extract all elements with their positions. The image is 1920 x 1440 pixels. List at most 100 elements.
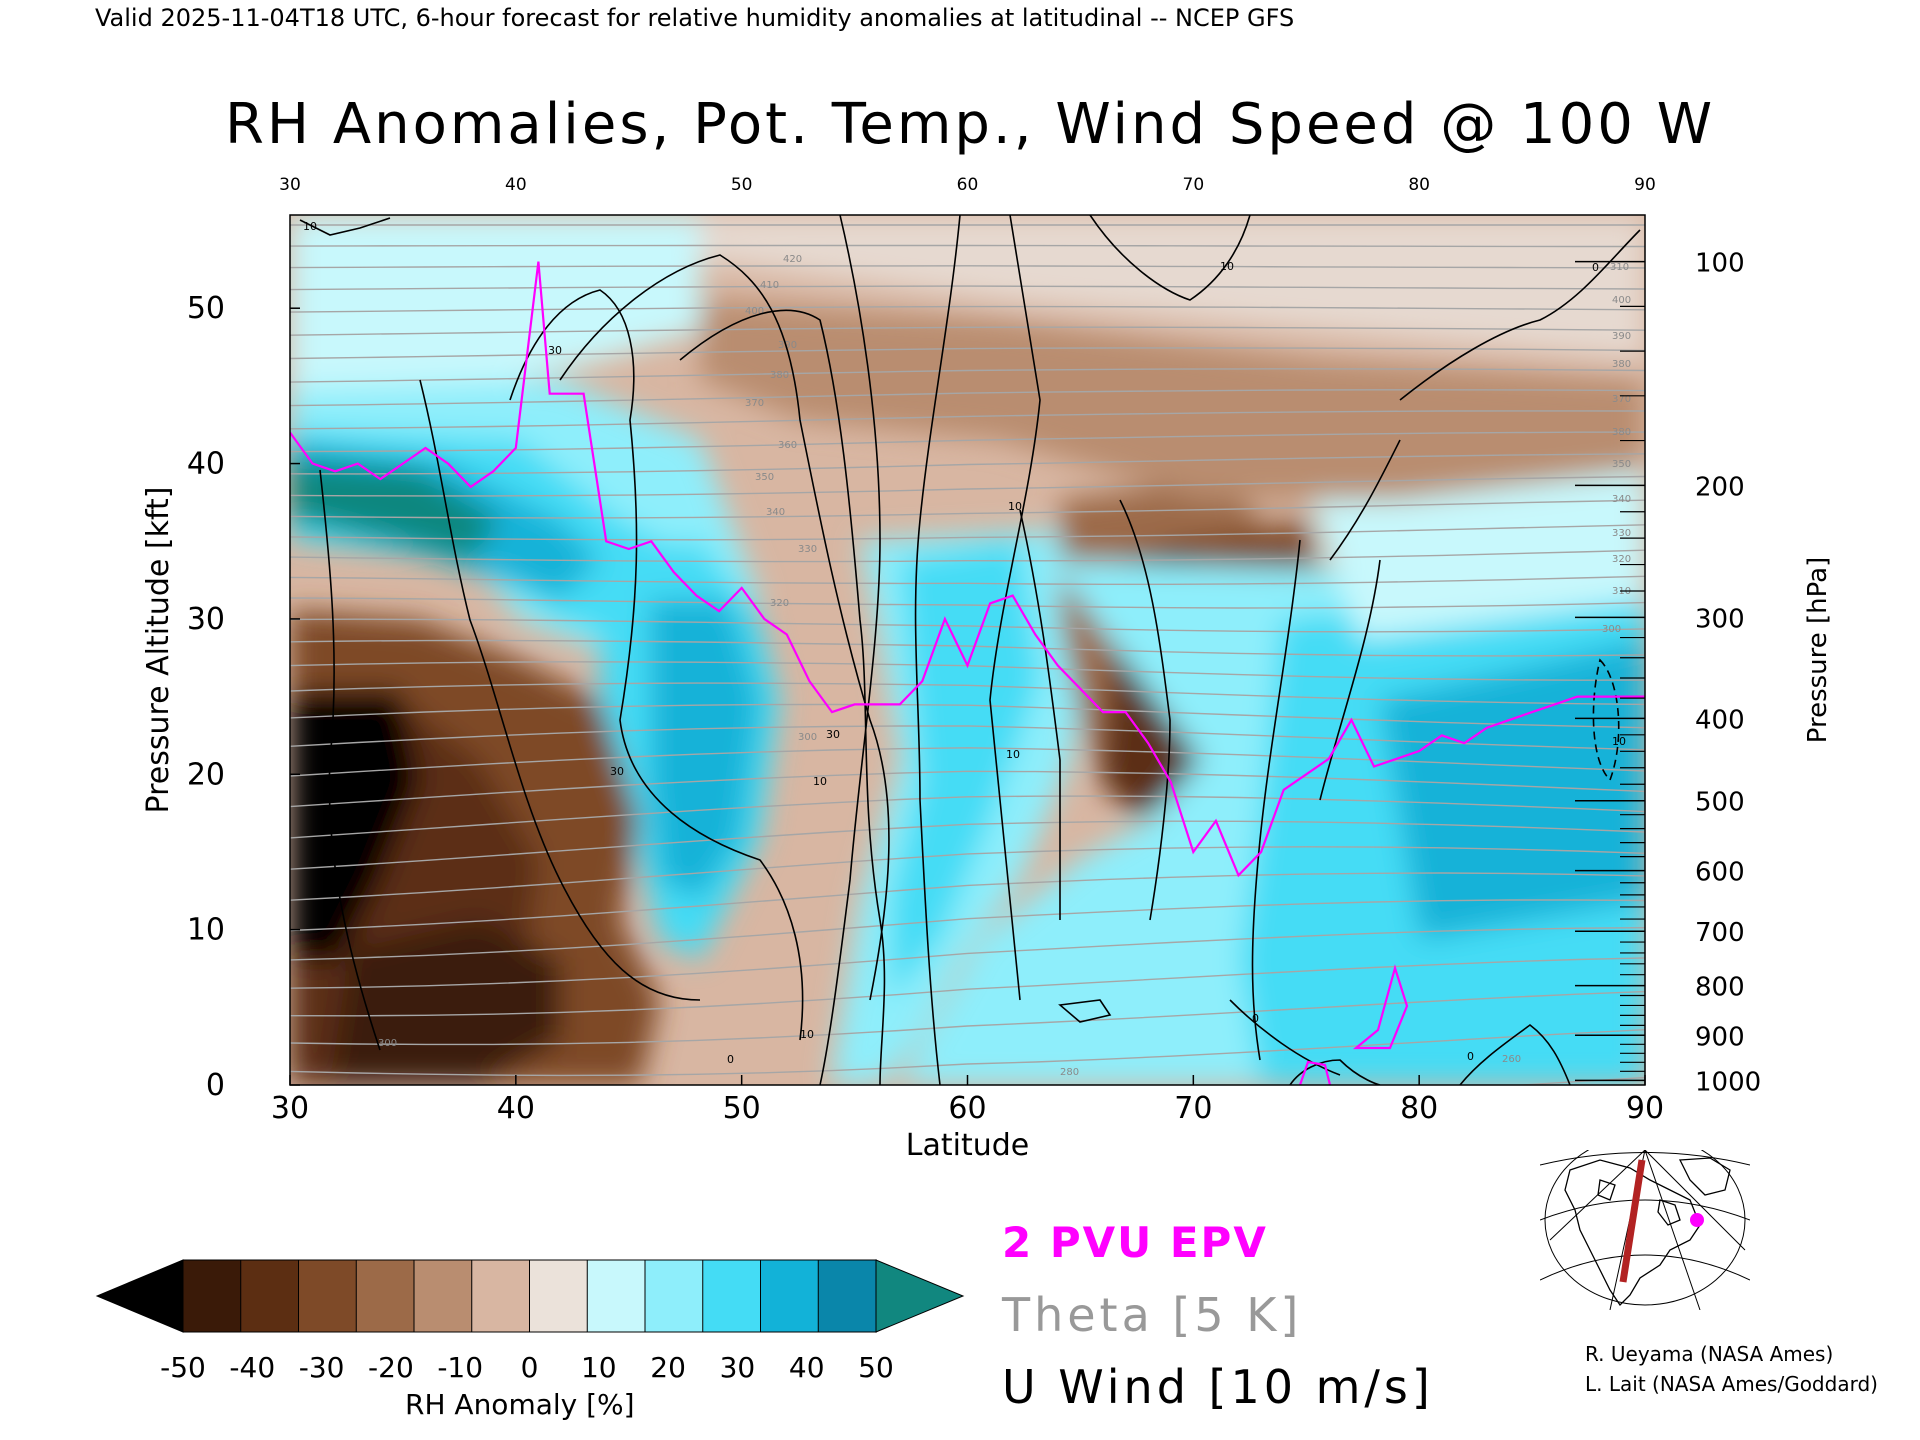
theta-contour [290, 305, 1645, 313]
u-wind-contour-label: 10 [303, 220, 317, 233]
theta-contour-label: 390 [778, 340, 797, 351]
colorbar: -50 -40 -30 -20 -10 0 10 20 30 40 50 [95, 1259, 965, 1384]
colorbar-tick-label: 50 [858, 1351, 894, 1384]
theta-contour-label: 320 [770, 598, 789, 609]
theta-contour [290, 872, 1645, 932]
x-top-tick-label: 30 [279, 175, 301, 195]
theta-contour-label: 330 [1612, 528, 1631, 539]
axes: 30 30 40 40 50 50 60 60 70 70 80 80 90 90 Latitude 0 10 2… [141, 175, 1833, 1163]
theta-contour [290, 795, 1645, 839]
pressure-tick-label: 300 [1695, 604, 1745, 634]
u-wind-contour-label: 30 [826, 728, 840, 741]
x-tick-label: 50 [723, 1091, 761, 1126]
colorbar-tick-label: 0 [521, 1351, 539, 1384]
colorbar-swatch [586, 1259, 646, 1333]
pressure-tick-label: 700 [1695, 918, 1745, 948]
y-tick-label: 50 [187, 291, 225, 326]
colorbar-swatch [471, 1259, 531, 1333]
colorbar-swatch [413, 1259, 473, 1333]
chart-title: RH Anomalies, Pot. Temp., Wind Speed @ 1… [225, 92, 1716, 157]
colorbar-swatch [240, 1259, 300, 1333]
y-tick-label: 0 [206, 1068, 225, 1103]
theta-contour [290, 618, 1645, 633]
theta-contour-label: 370 [745, 398, 764, 409]
legend-uwind: U Wind [10 m/s] [1002, 1360, 1434, 1414]
u-wind-contour-label: 10 [1220, 260, 1234, 273]
theta-contour [290, 597, 1645, 609]
x-top-tick-label: 70 [1183, 175, 1205, 195]
theta-contour [290, 368, 1645, 383]
y-tick-label: 20 [187, 757, 225, 792]
theta-contour [290, 549, 1645, 563]
inset-section-line [1619, 1159, 1646, 1283]
x-tick-label: 80 [1400, 1091, 1438, 1126]
y-axis-label: Pressure Altitude [kft] [141, 487, 176, 814]
epv-small-loop [1352, 964, 1409, 1050]
inset-locator-map [1540, 1150, 1750, 1310]
theta-contour [290, 265, 1645, 269]
pressure-tick-label: 900 [1695, 1022, 1745, 1052]
theta-contour-label: 300 [798, 732, 817, 743]
x-tick-label: 40 [497, 1091, 535, 1126]
pressure-tick-label: 800 [1695, 973, 1745, 1003]
theta-contour [290, 682, 1645, 706]
theta-contour [290, 770, 1645, 808]
theta-contour-label: 260 [1502, 1054, 1521, 1065]
u-wind-contour-label: 30 [548, 344, 562, 357]
y-tick-label: 10 [187, 913, 225, 948]
colorbar-tick-label: -20 [368, 1351, 414, 1384]
epv-surface-loop [1298, 1060, 1332, 1085]
y-tick-label: 30 [187, 602, 225, 637]
colorbar-swatch [529, 1259, 589, 1333]
legend-epv: 2 PVU EPV [1002, 1218, 1268, 1267]
theta-contours [290, 224, 1645, 1085]
x-top-tick-label: 50 [731, 175, 753, 195]
theta-contour-label: 390 [1612, 331, 1631, 342]
theta-contour [290, 957, 1645, 1017]
u-wind-contour-label: 10 [1008, 500, 1022, 513]
pressure-tick-label: 200 [1695, 472, 1745, 502]
x-top-tick-label: 80 [1408, 175, 1430, 195]
theta-contour [290, 499, 1645, 519]
theta-contour-label: 280 [1060, 1067, 1079, 1078]
theta-contour [290, 927, 1645, 989]
x-tick-label: 30 [271, 1091, 309, 1126]
u-wind-contour-label: 0 [1467, 1050, 1474, 1063]
theta-contour [290, 475, 1645, 497]
theta-contour [290, 410, 1645, 430]
theta-contour-label: 380 [1612, 359, 1631, 370]
x-tick-label: 90 [1626, 1091, 1664, 1126]
theta-contour-label: 330 [798, 544, 817, 555]
pressure-axis-label: Pressure [hPa] [1803, 557, 1833, 744]
theta-contour [290, 453, 1645, 475]
pressure-tick-label: 500 [1695, 788, 1745, 818]
theta-contour-label: 350 [1612, 459, 1631, 470]
colorbar-over-triangle [875, 1259, 965, 1333]
theta-contour-label: 300 [378, 1038, 397, 1049]
colorbar-tick-label: -30 [299, 1351, 345, 1384]
credit-line-2: L. Lait (NASA Ames/Goddard) [1585, 1372, 1878, 1396]
theta-contour-label: 320 [1612, 554, 1631, 565]
theta-contour [290, 431, 1645, 453]
pressure-tick-label: 1000 [1695, 1067, 1761, 1097]
colorbar-swatch [817, 1259, 877, 1333]
colorbar-under-triangle [95, 1259, 184, 1333]
theta-contour-label: 360 [778, 440, 797, 451]
theta-contour-label: 420 [783, 254, 802, 265]
u-wind-contour-label: 10 [1612, 735, 1626, 748]
theta-contour [290, 326, 1645, 336]
theta-contour-label: 340 [766, 507, 785, 518]
colorbar-swatch [760, 1259, 820, 1333]
x-axis-label: Latitude [906, 1128, 1029, 1163]
theta-contour [290, 820, 1645, 870]
colorbar-swatch [355, 1259, 415, 1333]
pressure-tick-label: 600 [1695, 858, 1745, 888]
theta-contour-label: 400 [745, 306, 764, 317]
inset-location-marker [1690, 1213, 1704, 1227]
theta-contour-label: 370 [1612, 394, 1631, 405]
theta-contour [290, 285, 1645, 291]
u-wind-contour-label: 0 [727, 1053, 734, 1066]
theta-contour [290, 524, 1645, 541]
colorbar-tick-label: -10 [437, 1351, 483, 1384]
